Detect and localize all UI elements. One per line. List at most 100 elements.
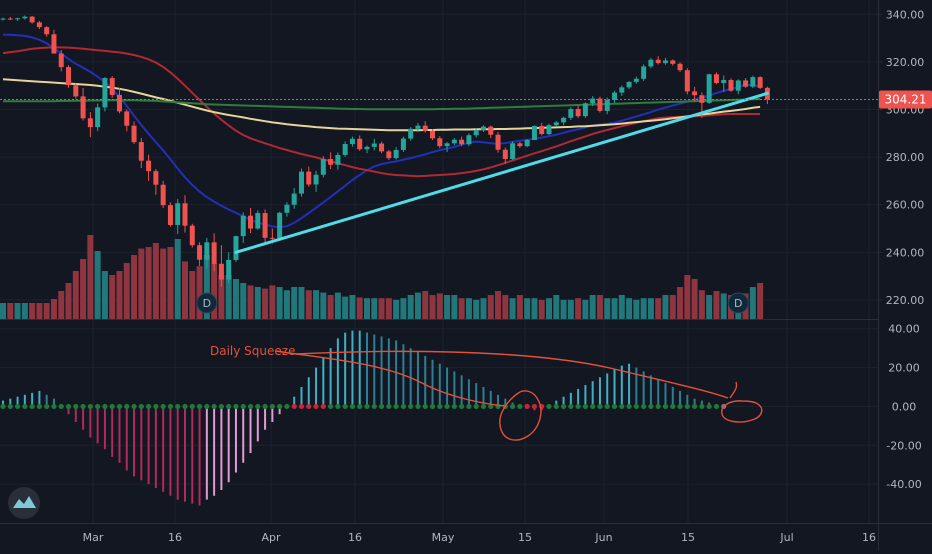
candle-body[interactable] bbox=[430, 130, 436, 139]
candle-body[interactable] bbox=[197, 245, 203, 260]
candle-body[interactable] bbox=[342, 144, 348, 155]
candle-body[interactable] bbox=[320, 159, 326, 175]
candle-body[interactable] bbox=[437, 138, 443, 147]
candle-body[interactable] bbox=[488, 126, 494, 135]
annotations-layer[interactable]: Daily Squeeze bbox=[210, 344, 763, 441]
candle-body[interactable] bbox=[422, 125, 428, 131]
candle-body[interactable] bbox=[167, 205, 173, 225]
candles-layer[interactable] bbox=[0, 15, 770, 287]
candle-body[interactable] bbox=[757, 77, 763, 88]
candle-body[interactable] bbox=[517, 143, 523, 147]
candle-body[interactable] bbox=[466, 135, 472, 145]
candle-body[interactable] bbox=[160, 184, 166, 206]
candle-body[interactable] bbox=[451, 139, 457, 144]
candle-body[interactable] bbox=[386, 151, 392, 159]
candle-body[interactable] bbox=[182, 203, 188, 226]
candle-body[interactable] bbox=[473, 130, 479, 136]
candle-body[interactable] bbox=[604, 99, 610, 111]
candle-body[interactable] bbox=[670, 60, 676, 64]
candle-body[interactable] bbox=[255, 213, 261, 229]
candle-body[interactable] bbox=[284, 204, 290, 213]
candle-body[interactable] bbox=[51, 34, 57, 54]
candle-body[interactable] bbox=[58, 53, 64, 68]
tradingview-logo-icon[interactable] bbox=[8, 487, 40, 519]
candle-body[interactable] bbox=[116, 94, 122, 112]
candle-body[interactable] bbox=[662, 60, 668, 64]
candle-body[interactable] bbox=[66, 67, 72, 86]
candle-body[interactable] bbox=[728, 79, 734, 91]
candle-body[interactable] bbox=[706, 74, 712, 103]
candle-body[interactable] bbox=[743, 80, 749, 87]
candle-body[interactable] bbox=[44, 27, 50, 35]
candle-body[interactable] bbox=[364, 146, 370, 150]
price-axis[interactable]: 340.00320.00300.00280.00260.00240.00220.… bbox=[878, 8, 924, 307]
candle-body[interactable] bbox=[73, 85, 79, 97]
candle-body[interactable] bbox=[379, 143, 385, 152]
candle-body[interactable] bbox=[277, 212, 283, 239]
candle-body[interactable] bbox=[648, 59, 654, 67]
dividend-marker[interactable] bbox=[727, 292, 749, 314]
candle-body[interactable] bbox=[444, 143, 450, 147]
candle-body[interactable] bbox=[349, 138, 355, 145]
candle-body[interactable] bbox=[131, 125, 137, 143]
candle-body[interactable] bbox=[612, 92, 618, 100]
dividend-marker[interactable] bbox=[196, 292, 218, 314]
candle-body[interactable] bbox=[269, 237, 275, 239]
candle-body[interactable] bbox=[510, 143, 516, 160]
candle-body[interactable] bbox=[240, 215, 246, 237]
candle-body[interactable] bbox=[561, 117, 567, 123]
candle-body[interactable] bbox=[619, 87, 625, 93]
candle-body[interactable] bbox=[226, 259, 232, 280]
candle-body[interactable] bbox=[87, 118, 93, 128]
candle-body[interactable] bbox=[684, 70, 690, 92]
candle-body[interactable] bbox=[233, 236, 239, 260]
candle-body[interactable] bbox=[531, 125, 537, 140]
candle-body[interactable] bbox=[393, 149, 399, 159]
candle-body[interactable] bbox=[102, 78, 108, 108]
candle-body[interactable] bbox=[502, 149, 508, 160]
candle-body[interactable] bbox=[721, 79, 727, 84]
candle-body[interactable] bbox=[204, 242, 210, 260]
candle-body[interactable] bbox=[713, 74, 719, 84]
candle-body[interactable] bbox=[291, 193, 297, 205]
time-axis[interactable]: Mar 16 Apr 16 May 15 Jun 15 Jul 16 bbox=[83, 531, 876, 544]
candle-body[interactable] bbox=[597, 98, 603, 111]
candle-body[interactable] bbox=[539, 125, 545, 135]
candle-body[interactable] bbox=[7, 18, 13, 20]
candle-body[interactable] bbox=[248, 215, 254, 229]
candle-body[interactable] bbox=[306, 171, 312, 185]
candle-body[interactable] bbox=[211, 242, 217, 264]
oscillator-axis[interactable]: 40.00 20.00 0.00 -20.00 -40.00 bbox=[886, 323, 921, 491]
candle-body[interactable] bbox=[298, 171, 304, 194]
trendline[interactable] bbox=[234, 91, 769, 254]
candle-body[interactable] bbox=[735, 80, 741, 91]
candle-body[interactable] bbox=[750, 77, 756, 87]
candle-body[interactable] bbox=[218, 263, 224, 280]
candle-body[interactable] bbox=[633, 78, 639, 82]
candle-body[interactable] bbox=[335, 154, 341, 165]
candle-body[interactable] bbox=[22, 16, 28, 19]
candle-body[interactable] bbox=[582, 103, 588, 117]
candle-body[interactable] bbox=[626, 81, 632, 88]
candle-body[interactable] bbox=[262, 213, 268, 238]
candle-body[interactable] bbox=[124, 111, 130, 126]
candle-body[interactable] bbox=[146, 160, 152, 172]
candle-body[interactable] bbox=[553, 122, 559, 126]
candle-body[interactable] bbox=[480, 126, 486, 131]
candle-body[interactable] bbox=[524, 139, 530, 147]
candle-body[interactable] bbox=[568, 109, 574, 118]
candle-body[interactable] bbox=[153, 171, 159, 185]
candle-body[interactable] bbox=[641, 66, 647, 79]
candle-body[interactable] bbox=[138, 142, 144, 161]
candle-body[interactable] bbox=[400, 138, 406, 150]
candle-body[interactable] bbox=[95, 107, 101, 128]
candle-body[interactable] bbox=[15, 18, 21, 20]
candle-body[interactable] bbox=[357, 138, 363, 150]
candle-body[interactable] bbox=[313, 174, 319, 185]
candle-body[interactable] bbox=[575, 109, 581, 117]
candle-body[interactable] bbox=[459, 139, 465, 145]
candle-body[interactable] bbox=[546, 125, 552, 135]
